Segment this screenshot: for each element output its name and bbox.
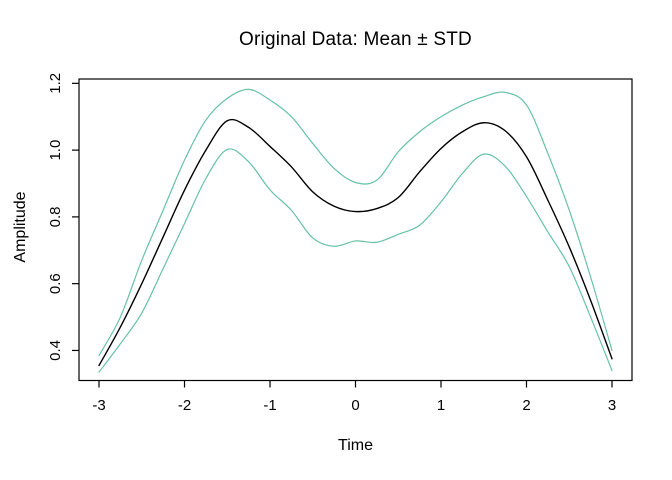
y-tick-label: 0.8	[47, 206, 64, 227]
x-tick-label: -3	[92, 397, 105, 414]
chart-title: Original Data: Mean ± STD	[239, 29, 472, 50]
y-tick-label: 1.2	[47, 73, 64, 94]
x-tick-label: -2	[178, 397, 191, 414]
y-axis-label: Amplitude	[12, 191, 29, 263]
series-line-mean	[98, 118, 613, 367]
y-tick-label: 0.4	[47, 340, 64, 361]
x-tick-label: -1	[263, 397, 276, 414]
x-tick-label: 0	[351, 397, 359, 414]
series-line-mean_minus_std	[98, 148, 613, 373]
x-tick-label: 2	[522, 397, 530, 414]
series-line-mean_plus_std	[98, 88, 613, 357]
x-tick-label: 1	[437, 397, 445, 414]
y-tick-label: 0.6	[47, 273, 64, 294]
x-tick-label: 3	[608, 397, 616, 414]
plot-border	[78, 78, 633, 382]
x-axis-label: Time	[338, 437, 373, 454]
y-tick-label: 1.0	[47, 140, 64, 161]
